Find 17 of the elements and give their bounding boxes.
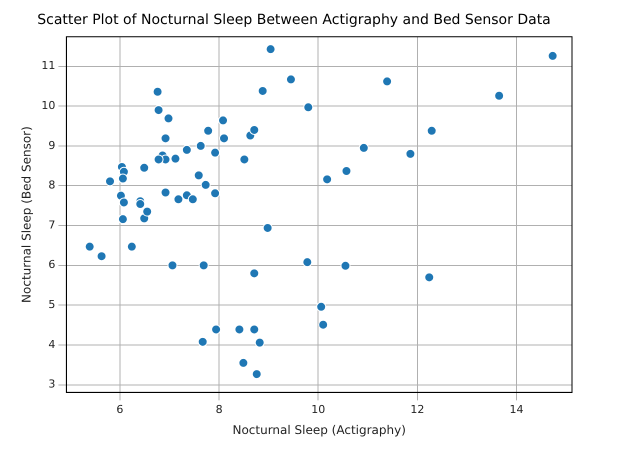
y-tick-label: 3 [48,378,56,391]
y-tick-label: 8 [48,178,56,192]
y-tick-label: 4 [48,338,56,351]
x-tick-label: 14 [509,402,524,416]
y-tick-label: 11 [41,59,56,72]
x-tick-label: 6 [116,402,124,416]
y-tick-label: 6 [48,258,56,272]
x-tick-label: 12 [410,402,424,416]
y-tick-label: 5 [48,298,56,312]
x-tick-label: 10 [311,402,326,416]
x-tick-label: 8 [216,402,223,416]
y-tick-label: 9 [48,138,56,152]
chart-title: Scatter Plot of Nocturnal Sleep Between Actigraphy and Bed Sensor Data [37,12,551,28]
y-axis-title: Nocturnal Sleep (Bed Sensor) [19,126,34,303]
x-axis-title: Nocturnal Sleep (Actigraphy) [232,422,406,437]
y-tick-label: 7 [48,218,56,232]
y-tick-label: 10 [41,98,56,112]
